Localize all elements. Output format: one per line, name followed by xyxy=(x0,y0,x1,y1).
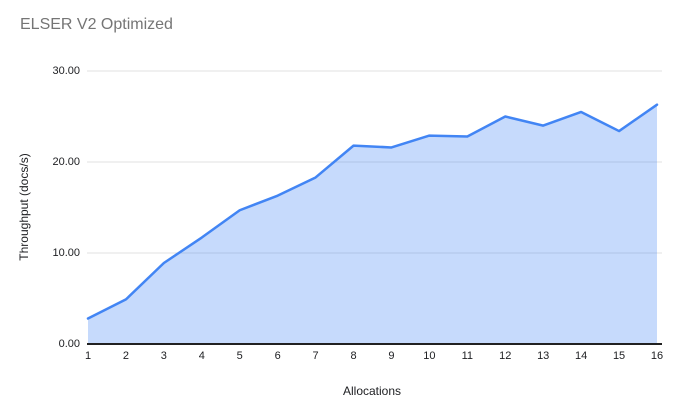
x-tick-label: 5 xyxy=(236,350,243,362)
y-tick-label: 30.00 xyxy=(52,64,80,77)
series-line xyxy=(86,103,659,320)
x-axis-title: Allocations xyxy=(342,384,402,398)
x-tick-label: 9 xyxy=(388,350,395,362)
y-tick-label: 10.00 xyxy=(52,246,80,259)
x-tick-label: 2 xyxy=(122,350,129,362)
x-tick-label: 13 xyxy=(537,350,550,362)
y-tick-label: 0.00 xyxy=(58,337,80,350)
x-tick-label: 1 xyxy=(84,350,92,362)
y-tick-label: 20.00 xyxy=(52,155,80,168)
x-tick-label: 16 xyxy=(650,350,664,362)
x-tick-label: 12 xyxy=(499,350,512,362)
x-tick-label: 4 xyxy=(198,350,205,362)
x-tick-label: 15 xyxy=(612,350,626,362)
series-area-fill xyxy=(88,104,657,344)
y-axis-title: Throughput (docs/s) xyxy=(17,153,31,261)
x-tick-label: 10 xyxy=(423,350,436,362)
x-tick-label: 7 xyxy=(312,350,319,362)
x-tick-label: 6 xyxy=(274,350,281,362)
x-tick-label: 11 xyxy=(461,350,474,362)
chart-title: ELSER V2 Optimized xyxy=(20,16,173,33)
x-tick-label: 3 xyxy=(160,350,167,362)
x-tick-label: 14 xyxy=(575,350,588,362)
x-tick-label: 8 xyxy=(350,350,357,362)
